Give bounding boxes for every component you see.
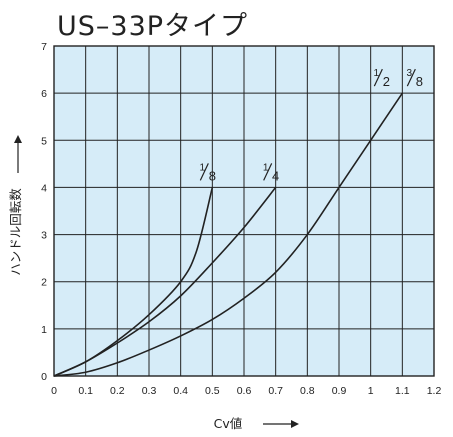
series-label-3-part-1: 12 (374, 68, 390, 89)
x-tick-label: 0.9 (332, 385, 347, 397)
x-tick-label: 0.5 (205, 385, 220, 397)
y-tick-label: 5 (41, 135, 47, 147)
series-label-1: 18 (200, 162, 216, 183)
fraction-slash (199, 163, 209, 181)
series-label-3-part-2: 38 (407, 68, 423, 89)
x-tick-label: 0.6 (237, 385, 252, 397)
y-tick-label: 2 (41, 277, 47, 289)
y-tick-label: 0 (41, 371, 47, 383)
y-tick-label: 7 (41, 41, 47, 53)
series-line-3 (53, 92, 403, 377)
chart-title: US–33Pタイプ (57, 11, 249, 42)
x-axis-arrowhead (291, 420, 299, 428)
fraction-slash (406, 68, 416, 87)
fraction-denominator: 4 (272, 168, 279, 183)
y-tick-label: 1 (41, 324, 47, 336)
fraction-slash (263, 163, 273, 181)
fraction-denominator: 2 (383, 74, 390, 89)
fraction-denominator: 8 (209, 168, 216, 183)
x-tick-label: 0.2 (110, 385, 125, 397)
x-axis-label: Cv値 (214, 416, 243, 431)
fraction-slash (373, 68, 383, 87)
series-label-2: 14 (263, 162, 279, 183)
x-tick-label: 0.8 (300, 385, 315, 397)
x-tick-label: 0.1 (78, 385, 93, 397)
x-tick-label: 1.1 (395, 385, 410, 397)
series-line-2 (53, 186, 277, 377)
y-axis-arrowhead (14, 135, 22, 143)
fraction-numerator: 1 (374, 68, 380, 79)
fraction-numerator: 3 (407, 68, 413, 79)
y-tick-label: 6 (41, 88, 47, 100)
fraction-numerator: 1 (200, 162, 206, 173)
x-tick-label: 1 (368, 385, 374, 397)
y-tick-label: 3 (41, 230, 47, 242)
x-tick-label: 0.7 (268, 385, 283, 397)
y-axis-label: ハンドル回転数 (8, 188, 23, 276)
x-tick-label: 0 (51, 385, 57, 397)
y-tick-label: 4 (41, 182, 47, 194)
fraction-numerator: 1 (263, 162, 269, 173)
x-tick-label: 0.3 (142, 385, 157, 397)
x-tick-label: 1.2 (427, 385, 442, 397)
x-tick-label: 0.4 (173, 385, 188, 397)
fraction-denominator: 8 (416, 74, 423, 89)
